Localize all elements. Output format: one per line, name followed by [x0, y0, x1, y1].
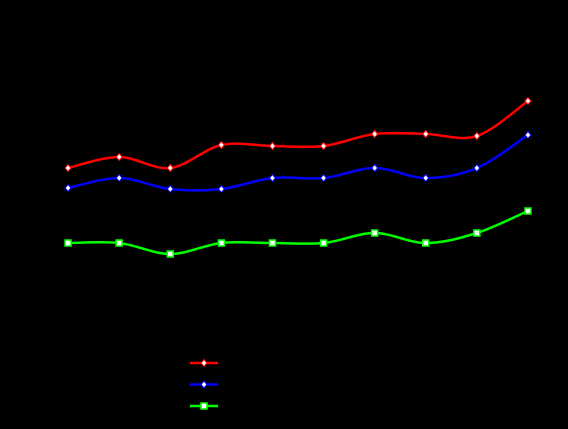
marker — [524, 96, 532, 106]
marker — [319, 239, 328, 247]
marker — [473, 163, 481, 173]
marker — [268, 173, 277, 183]
marker — [473, 229, 481, 237]
marker — [64, 239, 72, 247]
marker — [217, 184, 226, 194]
marker — [524, 207, 532, 215]
marker — [422, 173, 430, 183]
marker — [422, 239, 430, 247]
marker — [524, 130, 532, 140]
marker — [64, 163, 72, 173]
marker — [115, 152, 123, 162]
marker — [115, 239, 123, 247]
marker — [422, 129, 430, 139]
marker — [370, 229, 379, 237]
marker — [217, 239, 226, 247]
marker — [217, 140, 226, 150]
marker — [200, 358, 208, 368]
marker — [115, 173, 123, 183]
marker — [319, 141, 328, 151]
marker — [370, 129, 379, 139]
marker — [319, 173, 328, 183]
marker — [166, 163, 174, 173]
marker — [268, 141, 277, 151]
marker — [370, 163, 379, 173]
marker — [473, 131, 481, 141]
series-line — [67, 133, 529, 192]
marker — [268, 239, 277, 247]
marker — [64, 183, 72, 193]
series-line — [68, 209, 529, 256]
marker — [166, 250, 174, 258]
marker — [200, 380, 208, 389]
marker — [200, 402, 208, 410]
marker — [166, 184, 174, 194]
series-line — [67, 99, 529, 170]
